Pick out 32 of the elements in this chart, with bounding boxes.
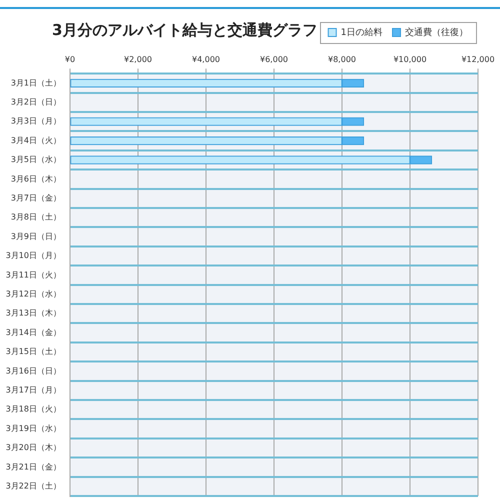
y-tick-label: 3月12日（水） <box>6 289 61 298</box>
y-tick-label: 3月15日（土） <box>6 347 61 356</box>
x-tick-label: ¥0 <box>64 54 76 64</box>
y-tick-label: 3月4日（火） <box>10 136 61 145</box>
y-tick-label: 3月9日（日） <box>10 232 61 241</box>
y-tick-label: 3月16日（日） <box>6 366 61 376</box>
y-tick-label: 3月3日（月） <box>10 116 61 126</box>
x-tick-label: ¥6,000 <box>260 54 288 64</box>
y-tick-label: 3月17日（月） <box>6 385 61 394</box>
chart-title: 3月分のアルバイト給与と交通費グラフ <box>52 21 318 40</box>
y-tick-label: 3月10日（月） <box>6 251 61 260</box>
y-tick-label: 3月18日（火） <box>6 404 61 414</box>
y-tick-label: 3月11日（火） <box>6 270 61 280</box>
legend-label: 交通費（往復） <box>405 26 468 38</box>
legend-label: 1日の給料 <box>340 26 383 38</box>
y-tick-label: 3月1日（土） <box>10 78 61 88</box>
x-tick-label: ¥2,000 <box>124 54 152 64</box>
y-tick-label: 3月20日（木） <box>6 443 61 452</box>
x-tick-label: ¥12,000 <box>461 54 495 64</box>
y-tick-label: 3月19日（水） <box>6 424 61 433</box>
y-tick-label: 3月13日（木） <box>6 308 61 318</box>
x-tick-label: ¥10,000 <box>393 54 427 64</box>
x-tick-label: ¥8,000 <box>328 54 356 64</box>
y-tick-label: 3月6日（木） <box>10 174 61 184</box>
y-tick-label: 3月8日（土） <box>10 212 61 222</box>
y-tick-label: 3月2日（日） <box>10 97 61 106</box>
y-tick-label: 3月22日（土） <box>6 481 61 490</box>
y-tick-label: 3月7日（金） <box>10 193 61 202</box>
y-tick-label: 3月5日（水） <box>10 155 61 164</box>
y-tick-label: 3月21日（金） <box>6 462 61 472</box>
y-tick-label: 3月14日（金） <box>6 328 61 337</box>
x-tick-label: ¥4,000 <box>192 54 220 64</box>
